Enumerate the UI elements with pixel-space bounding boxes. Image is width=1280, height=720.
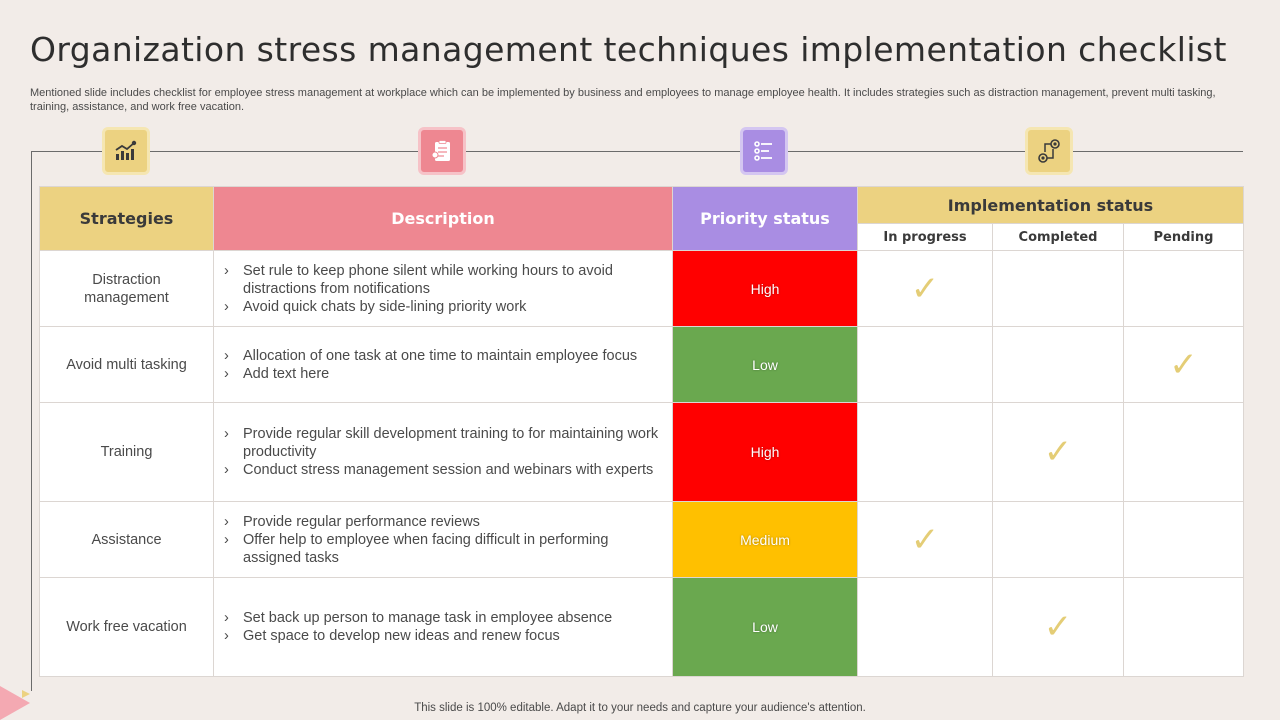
completed-cell: ✓ [992, 501, 1124, 578]
description-bullet: Set back up person to manage task in emp… [224, 609, 664, 627]
table-row: Assistance Provide regular performance r… [39, 501, 1244, 578]
pending-cell: ✓ [1123, 402, 1244, 502]
strategy-cell: Assistance [39, 501, 214, 578]
in-progress-cell: ✓ [857, 577, 993, 677]
corner-decoration [0, 686, 30, 720]
clipboard-report-icon [418, 127, 466, 175]
checklist-table: Strategies Description Priority status I… [39, 186, 1244, 677]
description-cell: Provide regular skill development traini… [213, 402, 673, 502]
priority-cell: Low [672, 577, 858, 677]
header-priority-status: Priority status [672, 186, 858, 251]
description-bullet: Provide regular skill development traini… [224, 425, 664, 461]
description-bullet: Conduct stress management session and we… [224, 461, 664, 479]
priority-cell: Medium [672, 501, 858, 578]
strategy-cell: Distraction management [39, 250, 214, 327]
pending-cell: ✓ [1123, 250, 1244, 327]
header-strategies: Strategies [39, 186, 214, 251]
completed-cell: ✓ [992, 402, 1124, 502]
description-cell: Set rule to keep phone silent while work… [213, 250, 673, 327]
process-flow-icon [1025, 127, 1073, 175]
priority-cell: Low [672, 326, 858, 403]
check-icon: ✓ [910, 519, 940, 560]
connector-line [31, 151, 1243, 152]
table-row: Training Provide regular skill developme… [39, 402, 1244, 502]
description-bullet: Offer help to employee when facing diffi… [224, 531, 664, 567]
description-bullet: Get space to develop new ideas and renew… [224, 627, 664, 645]
completed-cell: ✓ [992, 577, 1124, 677]
footer-note: This slide is 100% editable. Adapt it to… [414, 702, 866, 714]
header-implementation-status: Implementation status [857, 186, 1244, 224]
pending-cell: ✓ [1123, 501, 1244, 578]
checklist-icon [740, 127, 788, 175]
description-bullet: Provide regular performance reviews [224, 513, 664, 531]
table-row: Work free vacation Set back up person to… [39, 577, 1244, 677]
priority-cell: High [672, 250, 858, 327]
strategy-cell: Avoid multi tasking [39, 326, 214, 403]
header-pending: Pending [1123, 223, 1244, 251]
page-subtitle: Mentioned slide includes checklist for e… [30, 87, 1216, 113]
check-icon: ✓ [910, 268, 940, 309]
priority-cell: High [672, 402, 858, 502]
strategy-cell: Training [39, 402, 214, 502]
connector-line-left [31, 151, 32, 691]
header-completed: Completed [992, 223, 1124, 251]
growth-chart-icon [102, 127, 150, 175]
in-progress-cell: ✓ [857, 250, 993, 327]
strategy-cell: Work free vacation [39, 577, 214, 677]
in-progress-cell: ✓ [857, 402, 993, 502]
page-title: Organization stress management technique… [30, 30, 1227, 69]
in-progress-cell: ✓ [857, 501, 993, 578]
check-icon: ✓ [1043, 607, 1073, 647]
description-bullet: Avoid quick chats by side-lining priorit… [224, 298, 664, 316]
description-cell: Allocation of one task at one time to ma… [213, 326, 673, 403]
pending-cell: ✓ [1123, 326, 1244, 403]
description-cell: Provide regular performance reviews Offe… [213, 501, 673, 578]
description-cell: Set back up person to manage task in emp… [213, 577, 673, 677]
header-in-progress: In progress [857, 223, 993, 251]
header-description: Description [213, 186, 673, 251]
in-progress-cell: ✓ [857, 326, 993, 403]
completed-cell: ✓ [992, 250, 1124, 327]
table-row: Avoid multi tasking Allocation of one ta… [39, 326, 1244, 403]
check-icon: ✓ [1043, 432, 1073, 472]
check-icon: ✓ [1169, 344, 1198, 385]
description-bullet: Set rule to keep phone silent while work… [224, 262, 664, 298]
completed-cell: ✓ [992, 326, 1124, 403]
table-row: Distraction management Set rule to keep … [39, 250, 1244, 327]
description-bullet: Allocation of one task at one time to ma… [224, 347, 664, 365]
pending-cell: ✓ [1123, 577, 1244, 677]
description-bullet: Add text here [224, 365, 664, 383]
